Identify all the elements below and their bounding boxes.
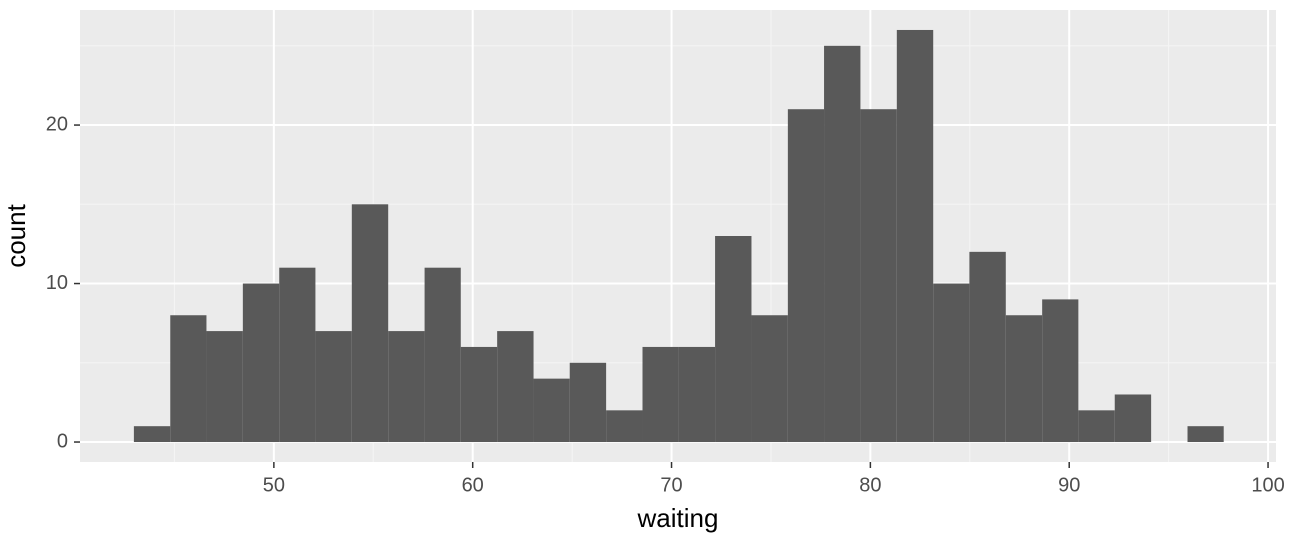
bar (1042, 299, 1079, 443)
bar (1187, 426, 1224, 443)
bar (388, 331, 425, 443)
bar (1078, 410, 1115, 443)
x-axis-label: waiting (637, 503, 719, 533)
x-tick-label: 80 (859, 474, 881, 496)
y-tick-label: 20 (46, 113, 68, 135)
x-tick-label: 70 (660, 474, 682, 496)
bar (1114, 394, 1152, 443)
bar (787, 109, 825, 443)
bar (606, 410, 643, 443)
x-tick-label: 90 (1058, 474, 1080, 496)
bar (751, 315, 788, 443)
bar (569, 362, 607, 443)
bar (1005, 315, 1043, 443)
bar (351, 204, 389, 443)
bar (133, 426, 171, 443)
bar (460, 346, 498, 443)
bar (170, 315, 207, 443)
bar (896, 29, 934, 443)
bar (497, 331, 534, 443)
bar (969, 251, 1006, 443)
y-tick-label: 10 (46, 272, 68, 294)
bar (933, 283, 970, 443)
y-axis-label: count (1, 203, 31, 267)
x-tick-label: 50 (263, 474, 285, 496)
bar (715, 236, 752, 443)
bar (860, 109, 897, 443)
bar (642, 346, 679, 443)
bar (678, 346, 716, 443)
bar (424, 267, 461, 443)
x-tick-label: 100 (1251, 474, 1284, 496)
y-tick-label: 0 (57, 430, 68, 452)
x-tick-label: 60 (462, 474, 484, 496)
bar (824, 45, 861, 443)
bar (242, 283, 280, 443)
bar (533, 378, 570, 443)
bar (279, 267, 316, 443)
bar (315, 331, 352, 443)
bar (206, 331, 243, 443)
